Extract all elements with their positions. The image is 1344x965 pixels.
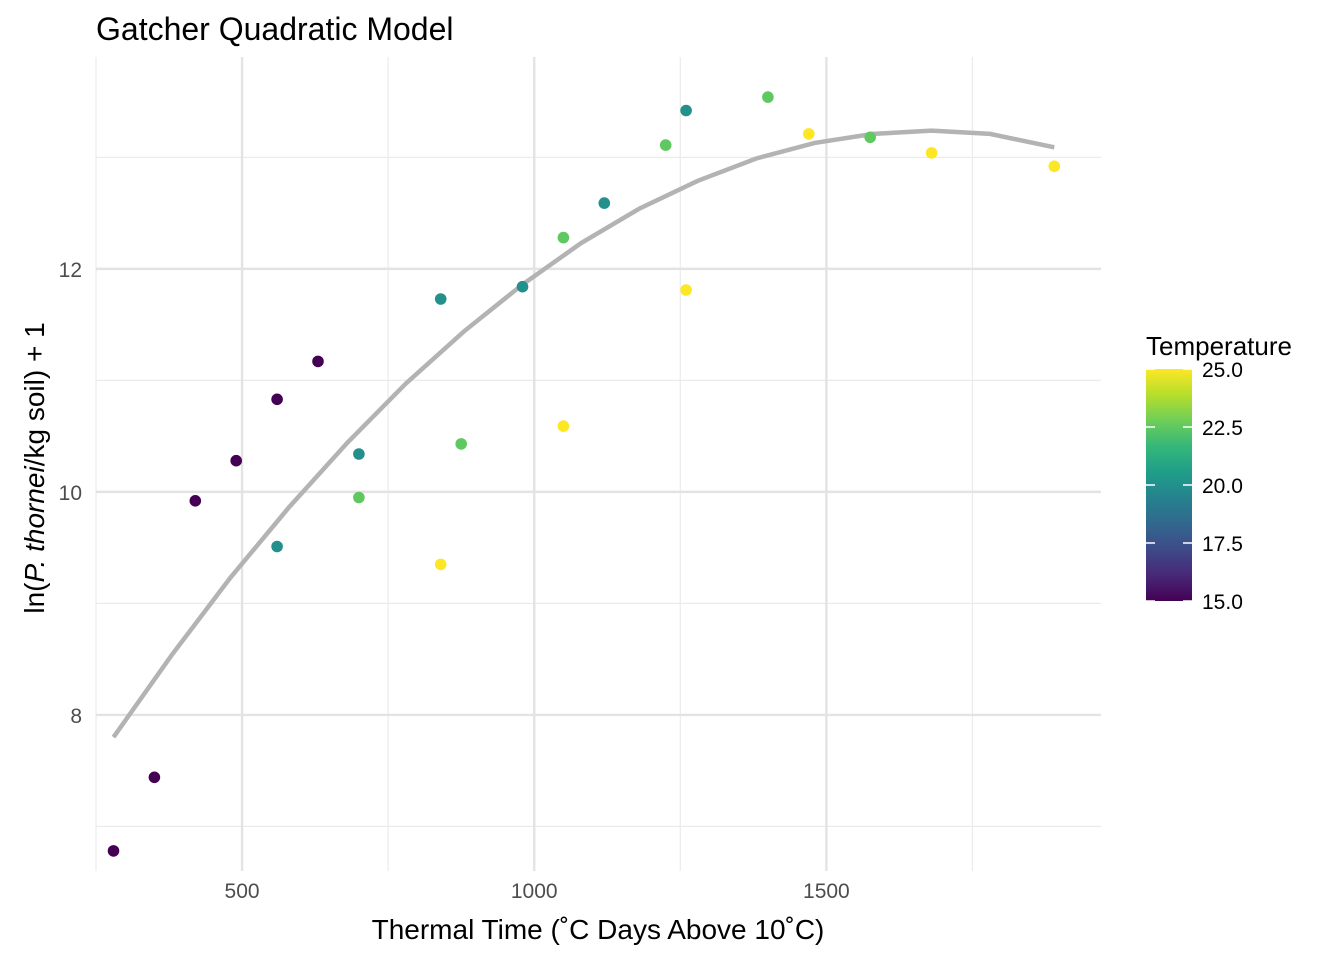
- legend-tick-label: 17.5: [1202, 533, 1243, 556]
- quadratic-fit-line: [111, 128, 1055, 739]
- data-point: [148, 771, 161, 784]
- y-tick-label: 10: [59, 482, 82, 505]
- data-point: [803, 128, 815, 140]
- y-axis-ticks: 8 10 12: [59, 259, 82, 728]
- data-point: [680, 104, 692, 117]
- chart-title: Gatcher Quadratic Model: [96, 11, 454, 47]
- data-point: [1048, 160, 1061, 173]
- legend: Temperature 15.0 17.5 20.0 22.5 25.0: [1146, 331, 1292, 614]
- data-point: [557, 420, 570, 432]
- data-point: [925, 147, 938, 159]
- fit-line-layer: [111, 128, 1055, 739]
- y-axis-label-part-2: /kg soil) + 1: [19, 322, 50, 466]
- legend-tick-label: 22.5: [1202, 417, 1243, 440]
- data-point: [353, 491, 365, 504]
- legend-tick-label: 25.0: [1202, 359, 1243, 382]
- data-point: [434, 558, 447, 571]
- data-point: [659, 139, 672, 151]
- y-axis-label-part-1: ln(: [19, 582, 50, 614]
- legend-tick-label: 20.0: [1202, 475, 1243, 498]
- data-point: [864, 131, 876, 144]
- minor-gridlines: [95, 57, 1101, 871]
- legend-ticks: 15.0 17.5 20.0 22.5 25.0: [1146, 359, 1243, 614]
- data-point: [516, 280, 529, 293]
- data-point: [680, 284, 692, 296]
- data-point: [271, 540, 283, 553]
- y-axis-label: ln(P. thornei/kg soil) + 1: [19, 322, 50, 613]
- data-point: [107, 845, 120, 857]
- legend-title: Temperature: [1146, 331, 1292, 361]
- x-tick-label: 1000: [511, 880, 558, 903]
- data-point: [598, 197, 611, 209]
- y-tick-label: 8: [70, 705, 82, 728]
- data-point: [230, 454, 242, 467]
- data-point: [271, 393, 283, 406]
- x-axis-ticks: 500 1000 1500: [225, 880, 850, 903]
- y-axis-label-species: P. thornei: [19, 466, 50, 583]
- data-point: [434, 293, 447, 305]
- data-points: [107, 91, 1061, 857]
- data-point: [189, 495, 202, 507]
- data-point: [353, 448, 365, 460]
- x-axis-label: Thermal Time (˚C Days Above 10˚C): [372, 914, 825, 945]
- x-tick-label: 500: [225, 880, 260, 903]
- data-point: [312, 355, 324, 368]
- y-tick-label: 12: [59, 259, 82, 282]
- data-point: [557, 231, 570, 244]
- data-point: [455, 438, 468, 450]
- legend-tick-label: 15.0: [1202, 591, 1243, 614]
- data-point: [762, 91, 774, 103]
- x-tick-label: 1500: [803, 880, 850, 903]
- major-gridlines: [96, 57, 1101, 871]
